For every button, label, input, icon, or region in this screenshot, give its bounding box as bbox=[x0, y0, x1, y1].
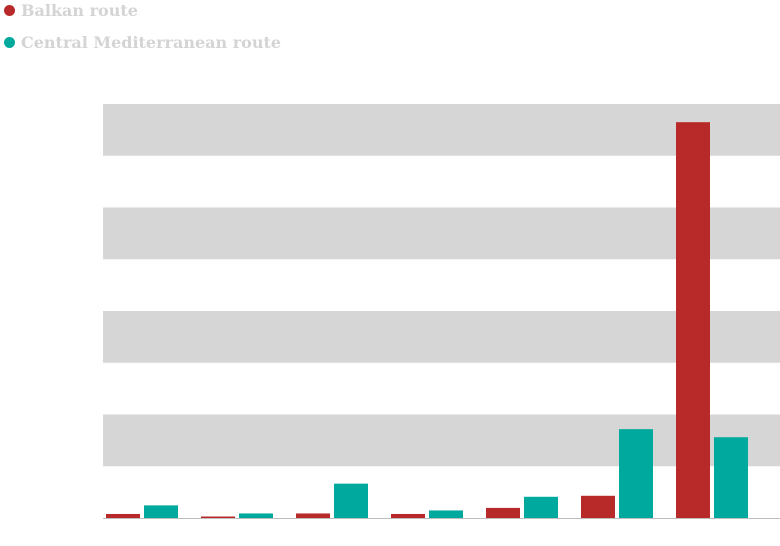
bar-central-mediterranean-route-6[interactable] bbox=[714, 437, 748, 518]
bar-balkan-route-1[interactable] bbox=[201, 516, 235, 518]
legend-label-balkan-route: Balkan route bbox=[21, 0, 138, 20]
bar-balkan-route-2[interactable] bbox=[296, 513, 330, 518]
legend-label-central-mediterranean-route: Central Mediterranean route bbox=[21, 32, 282, 52]
bar-balkan-route-6[interactable] bbox=[676, 122, 710, 519]
bar-balkan-route-0[interactable] bbox=[106, 513, 140, 518]
bar-balkan-route-3[interactable] bbox=[391, 513, 425, 518]
legend-item-balkan-route[interactable]: Balkan route bbox=[4, 0, 281, 20]
grid-band bbox=[103, 311, 780, 363]
grid-band bbox=[103, 207, 780, 260]
legend-swatch-central-mediterranean-route bbox=[4, 36, 15, 48]
bar-central-mediterranean-route-1[interactable] bbox=[239, 513, 273, 518]
grid-bands bbox=[103, 104, 780, 467]
bar-central-mediterranean-route-3[interactable] bbox=[429, 510, 463, 518]
legend-swatch-balkan-route bbox=[4, 4, 15, 16]
bar-central-mediterranean-route-2[interactable] bbox=[334, 483, 368, 518]
bar-balkan-route-4[interactable] bbox=[486, 507, 520, 518]
bar-central-mediterranean-route-4[interactable] bbox=[524, 496, 558, 518]
bar-central-mediterranean-route-0[interactable] bbox=[144, 505, 178, 518]
legend-item-central-mediterranean-route[interactable]: Central Mediterranean route bbox=[4, 32, 281, 52]
grid-band bbox=[103, 414, 780, 467]
bar-series bbox=[106, 122, 748, 519]
chart-legend: Balkan route Central Mediterranean route bbox=[4, 0, 281, 64]
bar-central-mediterranean-route-5[interactable] bbox=[619, 429, 653, 518]
grid-band bbox=[103, 104, 780, 156]
bar-balkan-route-5[interactable] bbox=[581, 495, 615, 518]
